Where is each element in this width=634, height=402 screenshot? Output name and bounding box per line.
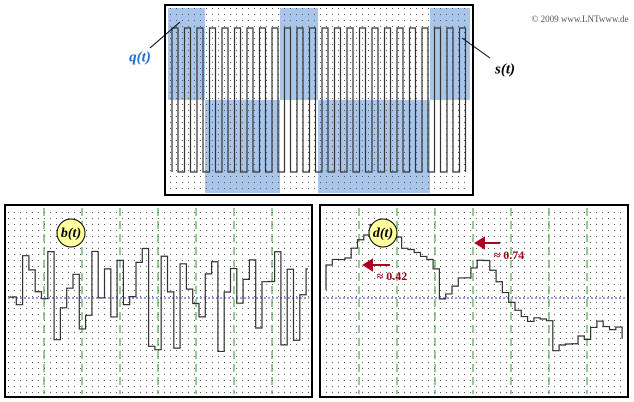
d-label: d(t) <box>373 226 393 241</box>
left-panel: b(t) <box>4 204 313 398</box>
annotation: ≈ 0.42 <box>377 269 408 283</box>
arrows <box>362 236 500 272</box>
top-panel: q(t) s(t) © 2009 www.LNTwww.de <box>129 4 629 196</box>
q-pointer <box>149 21 181 49</box>
q-label: q(t) <box>129 49 151 65</box>
label-badge <box>56 218 86 248</box>
s-pointer <box>461 37 491 59</box>
copyright: © 2009 www.LNTwww.de <box>531 14 628 24</box>
label-badge <box>368 218 398 248</box>
right-panel: d(t) ≈ 0.42 ≈ 0.74 <box>319 204 629 398</box>
s-label: s(t) <box>494 61 515 77</box>
s-wave <box>171 27 467 173</box>
dot-grid <box>168 8 470 193</box>
annotation: ≈ 0.74 <box>494 248 525 262</box>
b-wave <box>9 247 308 353</box>
b-label: b(t) <box>61 226 81 241</box>
dot-grid <box>323 208 625 394</box>
